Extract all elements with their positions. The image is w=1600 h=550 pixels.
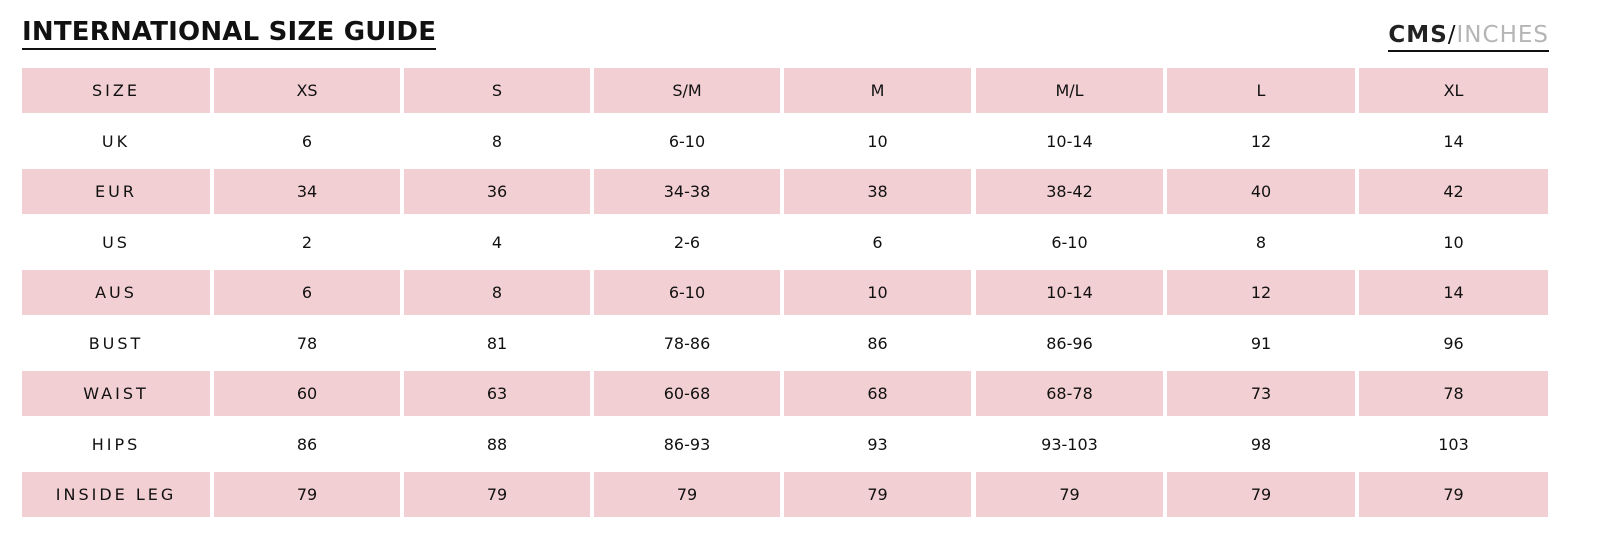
table-cell: 10: [867, 131, 888, 151]
row-label: INSIDE LEG: [22, 472, 210, 517]
header-cell: M/L: [976, 68, 1163, 113]
table-cell: 60: [214, 371, 400, 416]
table-cell: 79: [1359, 472, 1548, 517]
table-cell: 103: [1438, 434, 1469, 454]
table-cell: 12: [1250, 131, 1272, 151]
table-cell: 14: [1443, 131, 1464, 151]
table-cell: 73: [1167, 371, 1355, 416]
table-cell: 79: [594, 472, 780, 517]
header-cell: L: [1167, 68, 1355, 113]
table-cell: 96: [1443, 333, 1464, 353]
unit-inches[interactable]: INCHES: [1456, 22, 1549, 48]
table-cell: 8: [404, 270, 590, 315]
table-cell: 6-10: [594, 270, 780, 315]
table-cell: 78-86: [663, 333, 711, 353]
table-cell: 10: [1443, 232, 1464, 252]
row-label: UK: [101, 131, 131, 151]
table-cell: 86-96: [1046, 333, 1093, 353]
table-cell: 12: [1167, 270, 1355, 315]
table-cell: 86: [296, 434, 318, 454]
table-cell: 6: [301, 131, 313, 151]
row-label: WAIST: [22, 371, 210, 416]
header-cell: SIZE: [22, 68, 210, 113]
row-label: AUS: [22, 270, 210, 315]
table-cell: 38: [784, 169, 971, 214]
table-cell: 98: [1250, 434, 1272, 454]
table-cell: 14: [1359, 270, 1548, 315]
table-cell: 36: [404, 169, 590, 214]
table-cell: 91: [1250, 333, 1272, 353]
table-cell: 34: [214, 169, 400, 214]
table-cell: 6-10: [668, 131, 706, 151]
table-cell: 60-68: [594, 371, 780, 416]
header-cell: S/M: [594, 68, 780, 113]
table-cell: 79: [784, 472, 971, 517]
row-label: EUR: [22, 169, 210, 214]
row-label: BUST: [88, 333, 144, 353]
table-cell: 93-103: [1041, 434, 1098, 454]
table-cell: 79: [404, 472, 590, 517]
table-cell: 86: [867, 333, 888, 353]
unit-toggle: CMS/INCHES: [1388, 20, 1549, 52]
table-cell: 6: [872, 232, 883, 252]
table-cell: 88: [486, 434, 508, 454]
header-cell: XL: [1359, 68, 1548, 113]
table-cell: 78: [296, 333, 318, 353]
table-cell: 63: [404, 371, 590, 416]
table-cell: 42: [1359, 169, 1548, 214]
table-cell: 86-93: [663, 434, 711, 454]
title: INTERNATIONAL SIZE GUIDE: [22, 16, 437, 50]
table-cell: 40: [1167, 169, 1355, 214]
header-cell: XS: [214, 68, 400, 113]
table-cell: 2-6: [673, 232, 701, 252]
unit-separator: /: [1447, 22, 1457, 48]
table-cell: 68-78: [976, 371, 1163, 416]
table-cell: 78: [1359, 371, 1548, 416]
header-cell: S: [404, 68, 590, 113]
table-cell: 6-10: [1051, 232, 1088, 252]
table-cell: 8: [1255, 232, 1267, 252]
header-cell: M: [784, 68, 971, 113]
table-cell: 93: [867, 434, 888, 454]
row-label: US: [102, 232, 130, 252]
table-cell: 38-42: [976, 169, 1163, 214]
table-cell: 79: [1167, 472, 1355, 517]
table-cell: 2: [301, 232, 313, 252]
table-cell: 6: [214, 270, 400, 315]
table-cell: 8: [491, 131, 503, 151]
table-cell: 79: [214, 472, 400, 517]
table-cell: 79: [976, 472, 1163, 517]
table-cell: 10-14: [976, 270, 1163, 315]
unit-cms[interactable]: CMS: [1388, 22, 1448, 48]
table-cell: 68: [784, 371, 971, 416]
table-cell: 10: [784, 270, 971, 315]
table-cell: 81: [486, 333, 508, 353]
row-label: HIPS: [91, 434, 141, 454]
table-cell: 4: [491, 232, 503, 252]
table-cell: 34-38: [594, 169, 780, 214]
table-cell: 10-14: [1046, 131, 1093, 151]
